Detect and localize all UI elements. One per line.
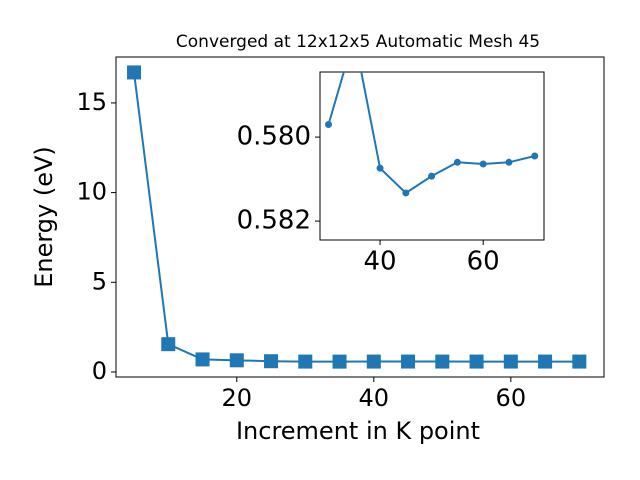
point <box>538 354 553 369</box>
point <box>366 354 381 369</box>
point <box>401 354 416 369</box>
x-tick-label: 20 <box>222 384 253 412</box>
point <box>505 158 513 166</box>
point <box>572 354 587 369</box>
y-tick-label: 0 <box>92 357 107 385</box>
point <box>402 189 410 197</box>
chart-title: Converged at 12x12x5 Automatic Mesh 45 <box>176 32 540 52</box>
plot-clip <box>325 72 539 197</box>
point <box>503 354 518 369</box>
x-axis-label: Increment in K point <box>236 417 480 445</box>
y-tick-label: 5 <box>92 267 107 295</box>
point <box>161 337 176 352</box>
plot-area <box>319 71 545 241</box>
y-tick-label: 15 <box>76 88 107 116</box>
y-tick-label: 10 <box>76 178 107 206</box>
x-tick-label: 40 <box>359 384 390 412</box>
x-tick-label: 60 <box>496 384 527 412</box>
point <box>264 354 279 369</box>
point <box>453 158 461 166</box>
point <box>195 352 210 367</box>
point <box>435 354 450 369</box>
point <box>531 152 539 160</box>
point <box>229 353 244 368</box>
point <box>428 172 436 180</box>
y-tick-label: 0.580 <box>237 122 311 152</box>
y-axis-label: Energy (eV) <box>30 146 58 288</box>
point <box>332 354 347 369</box>
point <box>479 160 487 168</box>
point <box>325 121 333 128</box>
plot-clip <box>127 65 587 369</box>
point <box>469 354 484 369</box>
y-tick-label: 0.582 <box>237 206 311 236</box>
x-tick-label: 60 <box>467 247 500 277</box>
x-tick-label: 40 <box>364 247 397 277</box>
point <box>298 354 313 369</box>
point <box>127 65 142 80</box>
point <box>376 164 384 172</box>
